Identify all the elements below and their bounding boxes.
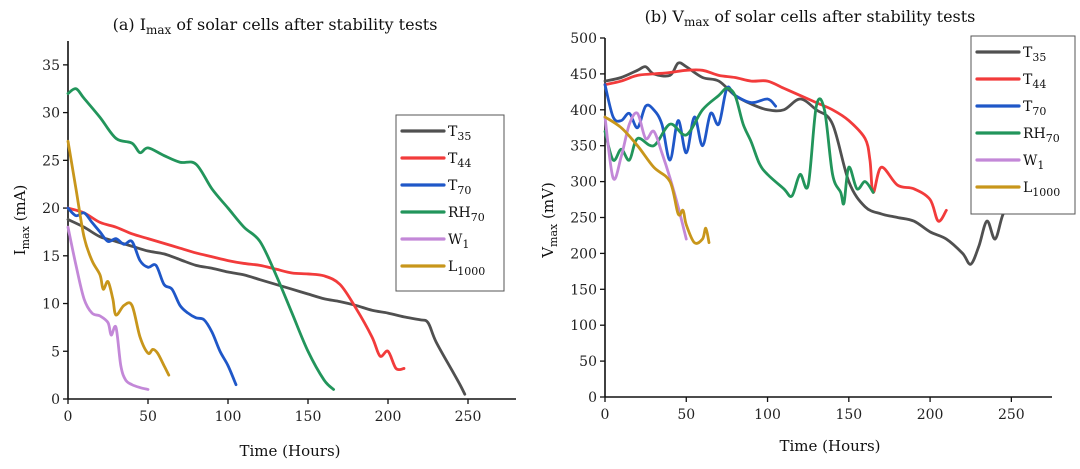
series-line-l1000	[66, 139, 171, 377]
x-tick-label: 50	[139, 409, 157, 425]
x-tick-label: 250	[998, 407, 1025, 423]
y-tick-label: 0	[51, 392, 60, 408]
y-tick-label: 150	[570, 282, 597, 298]
y-tick-label: 0	[588, 390, 597, 406]
legend-box	[970, 35, 1076, 215]
legend-label: T35	[448, 124, 471, 143]
y-tick-label: 30	[42, 106, 60, 122]
series-line-rh70	[66, 87, 335, 391]
y-axis-title: Vmax (mV)	[539, 182, 560, 259]
legend-label: T70	[448, 178, 471, 197]
legend: T35 T44 T70 RH70 W1 L1000	[395, 114, 505, 292]
legend-label: W1	[1023, 153, 1044, 172]
y-tick-label: 200	[570, 246, 597, 262]
x-tick-label: 150	[835, 407, 862, 423]
chart-title: (a) Imax of solar cells after stability …	[113, 15, 438, 37]
legend-label: T70	[1023, 99, 1046, 118]
legend-label: RH70	[448, 205, 485, 224]
x-tick-label: 0	[601, 407, 610, 423]
legend-label: T44	[1023, 72, 1046, 91]
y-axis-title: Imax (mA)	[11, 185, 32, 256]
y-tick-label: 500	[570, 31, 597, 47]
x-tick-label: 150	[295, 409, 322, 425]
y-tick-label: 400	[570, 103, 597, 119]
y-tick-label: 20	[42, 201, 60, 217]
y-tick-label: 450	[570, 67, 597, 83]
series-line-w1	[66, 225, 150, 391]
legend-box	[395, 114, 505, 292]
legend-label: L1000	[1023, 180, 1060, 199]
legend-label: RH70	[1023, 126, 1060, 145]
x-tick-label: 100	[754, 407, 781, 423]
y-tick-label: 35	[42, 58, 60, 74]
legend-label: T44	[448, 151, 471, 170]
series-line-t44	[603, 68, 948, 223]
series-line-t35	[66, 218, 467, 396]
legend-label: L1000	[448, 259, 485, 278]
chart-panel-a: 0 5 10 15 20 25 30 35 0 50 100 150 200 250 (a) Imax of…	[11, 15, 516, 460]
x-tick-label: 200	[917, 407, 944, 423]
y-tick-label: 10	[42, 297, 60, 313]
series-line-t44	[66, 206, 406, 372]
y-tick-label: 50	[579, 354, 597, 370]
chart-panel-b: 0 50 100 150 200 250 300 350 400 450 500 0 50 100 150 2…	[539, 7, 1076, 455]
x-tick-label: 0	[64, 409, 73, 425]
series-line-t70	[66, 206, 238, 387]
legend-label: W1	[448, 232, 469, 251]
chart-title: (b) Vmax of solar cells after stability …	[645, 7, 976, 29]
y-tick-label: 350	[570, 139, 597, 155]
x-axis-title: Time (Hours)	[239, 442, 340, 460]
series-line-l1000	[603, 115, 711, 245]
x-tick-label: 200	[375, 409, 402, 425]
y-tick-label: 300	[570, 175, 597, 191]
y-tick-label: 5	[51, 344, 60, 360]
x-tick-label: 50	[677, 407, 695, 423]
y-tick-label: 100	[570, 318, 597, 334]
legend-label: T35	[1023, 45, 1046, 64]
y-tick-label: 15	[42, 249, 60, 265]
y-tick-label: 250	[570, 211, 597, 227]
legend: T35 T44 T70 RH70 W1 L1000	[970, 35, 1076, 215]
x-axis-title: Time (Hours)	[779, 437, 880, 455]
x-tick-label: 250	[455, 409, 482, 425]
y-tick-label: 25	[42, 153, 60, 169]
x-tick-label: 100	[215, 409, 242, 425]
series-line-rh70	[603, 86, 875, 206]
